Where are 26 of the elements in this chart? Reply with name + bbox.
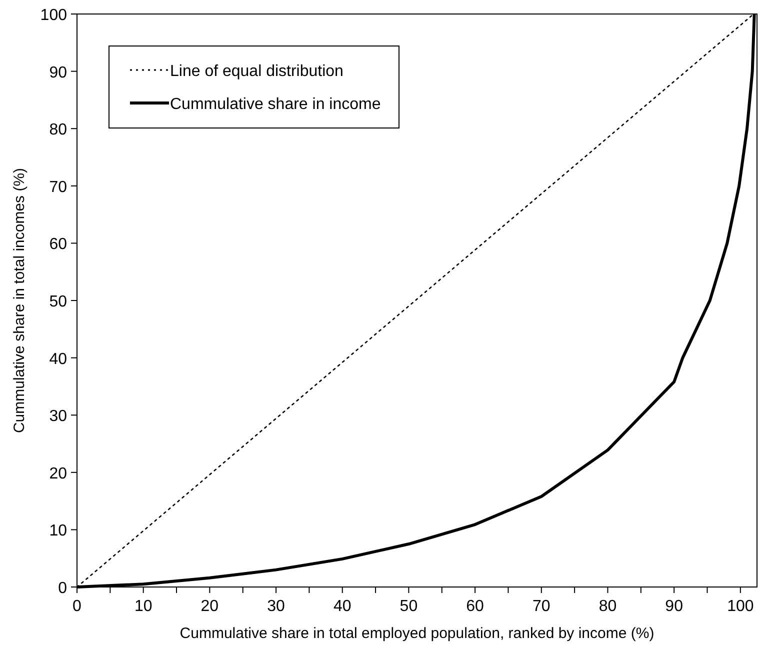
x-tick-label: 60 (466, 598, 484, 615)
x-axis-title: Cummulative share in total employed population, ranked by income (%) (180, 625, 654, 642)
x-tick-label: 70 (532, 598, 550, 615)
x-tick-label: 0 (72, 598, 82, 615)
y-tick-label: 60 (49, 236, 68, 254)
x-tick-label: 100 (727, 598, 754, 615)
y-tick-label: 0 (58, 580, 68, 597)
y-tick-label: 40 (49, 350, 68, 368)
x-tick-label: 40 (333, 598, 352, 615)
x-tick-label: 10 (134, 598, 152, 615)
x-tick-label: 80 (598, 598, 617, 615)
y-tick-label: 90 (49, 64, 68, 82)
y-tick-label: 50 (49, 294, 68, 310)
y-tick-label: 70 (49, 178, 68, 196)
legend-label: Cummulative share in income (170, 96, 381, 113)
y-tick-label: 80 (49, 122, 68, 139)
y-tick-label: 100 (40, 7, 68, 24)
x-tick-label: 90 (665, 598, 684, 615)
y-tick-label: 30 (49, 408, 68, 426)
x-tick-label: 20 (200, 598, 219, 615)
y-tick-label: 10 (49, 522, 68, 540)
y-axis-title: Cummulative share in total incomes (%) (11, 168, 28, 434)
y-tick-label: 20 (49, 465, 68, 482)
legend-label: Line of equal distribution (170, 63, 344, 80)
x-tick-label: 30 (267, 598, 286, 615)
x-tick-label: 50 (400, 598, 418, 615)
